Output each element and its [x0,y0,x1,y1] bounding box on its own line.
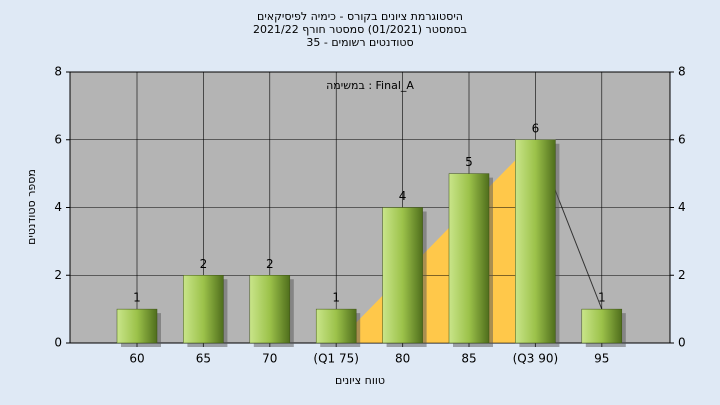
y-tick-label: 6 [54,132,62,146]
bar [116,308,158,344]
y-axis-label: מספר סטודנטים [25,169,38,245]
bar [515,139,556,344]
y-tick-label: 0 [54,336,62,350]
x-tick-label: 85 [461,352,476,366]
chart-title: היסטוגרמת ציונים בקורס - כימיה לפיסיקאים [257,10,463,23]
bar [382,207,423,344]
bar [448,173,490,344]
x-tick-label: (Q1 75) [313,352,359,366]
data-label: 5 [465,155,473,169]
x-tick-label: 60 [129,352,144,366]
data-label: 6 [532,121,540,135]
chart-subtitle: בסמסטר (01/2021) סמסטר חורף 2021/22 [253,23,467,36]
annotation: במשימה : Final_A [326,79,414,92]
bar [183,275,224,344]
y2-tick-label: 0 [678,336,686,350]
bar [315,308,357,344]
y2-tick-label: 2 [678,268,686,282]
y2-tick-label: 8 [678,65,686,79]
x-tick-label: 65 [196,352,211,366]
chart-subtitle: סטודנטים רשומים - 35 [306,36,413,49]
x-tick-label: 95 [594,352,609,366]
x-axis-label: טווח ציונים [335,374,385,387]
y2-tick-label: 6 [678,132,686,146]
data-label: 2 [200,257,208,271]
y-tick-label: 4 [54,200,62,214]
y-tick-label: 2 [54,268,62,282]
bar [581,308,623,344]
data-label: 1 [598,291,606,305]
data-label: 4 [399,189,407,203]
data-label: 1 [332,291,340,305]
y-tick-label: 8 [54,65,62,79]
data-label: 2 [266,257,274,271]
x-tick-label: 80 [395,352,410,366]
y2-tick-label: 4 [678,200,686,214]
x-tick-label: 70 [262,352,277,366]
data-label: 1 [133,291,141,305]
x-tick-label: (Q3 90) [513,352,559,366]
bar [249,275,291,344]
